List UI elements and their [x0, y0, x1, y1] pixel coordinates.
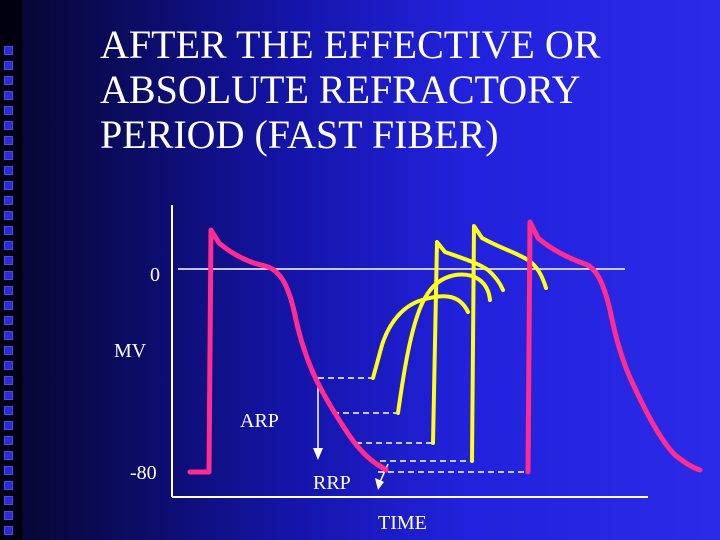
bullet-square — [4, 331, 13, 340]
label-time: TIME — [378, 512, 427, 534]
bullet-square — [4, 256, 13, 265]
label-minus-80: -80 — [130, 462, 157, 484]
bullet-square — [4, 166, 13, 175]
bullet-square — [4, 181, 13, 190]
bullet-square — [4, 481, 13, 490]
bullet-square — [4, 271, 13, 280]
bullet-square — [4, 241, 13, 250]
bullet-square — [4, 376, 13, 385]
title-line-3: PERIOD (FAST FIBER) — [100, 112, 499, 157]
bullet-square — [4, 76, 13, 85]
bullet-square — [4, 136, 13, 145]
bullet-square — [4, 361, 13, 370]
pink-ap-2 — [525, 219, 703, 475]
title-line-1: AFTER THE EFFECTIVE OR — [100, 22, 601, 67]
bullet-square — [4, 301, 13, 310]
yellow-ap-3 — [431, 240, 505, 445]
rrp-arrow-line — [379, 463, 389, 483]
bullet-square — [4, 46, 13, 55]
bullet-square — [4, 496, 13, 505]
bullet-square — [4, 421, 13, 430]
left-bullet-strip — [0, 0, 22, 540]
bullet-square — [4, 391, 13, 400]
bullet-square — [4, 466, 13, 475]
title-line-2: ABSOLUTE REFRACTORY — [100, 67, 581, 112]
bullet-square — [4, 226, 13, 235]
pink-ap-1 — [187, 227, 389, 475]
bullet-square — [4, 61, 13, 70]
bullet-square — [4, 451, 13, 460]
rrp-arrow-head — [375, 478, 384, 490]
bullet-square — [4, 121, 13, 130]
bullet-square — [4, 511, 13, 520]
arp-arrow-head — [313, 448, 323, 460]
bullet-square — [4, 151, 13, 160]
bullet-square — [4, 346, 13, 355]
label-zero-mv: 0 — [150, 264, 160, 286]
bullet-square — [4, 406, 13, 415]
label-rrp: RRP — [313, 472, 351, 494]
bullet-square — [4, 106, 13, 115]
bullet-square — [4, 91, 13, 100]
bullet-square — [4, 286, 13, 295]
yellow-ap-2 — [396, 272, 492, 415]
label-mv: MV — [114, 340, 147, 362]
bullet-square — [4, 196, 13, 205]
yellow-ap-4 — [470, 224, 548, 463]
label-arp: ARP — [240, 410, 279, 432]
bullet-square — [4, 436, 13, 445]
bullet-square — [4, 316, 13, 325]
slide-title: AFTER THE EFFECTIVE OR ABSOLUTE REFRACTO… — [100, 22, 700, 157]
bullet-square — [4, 526, 13, 535]
bullet-square — [4, 211, 13, 220]
